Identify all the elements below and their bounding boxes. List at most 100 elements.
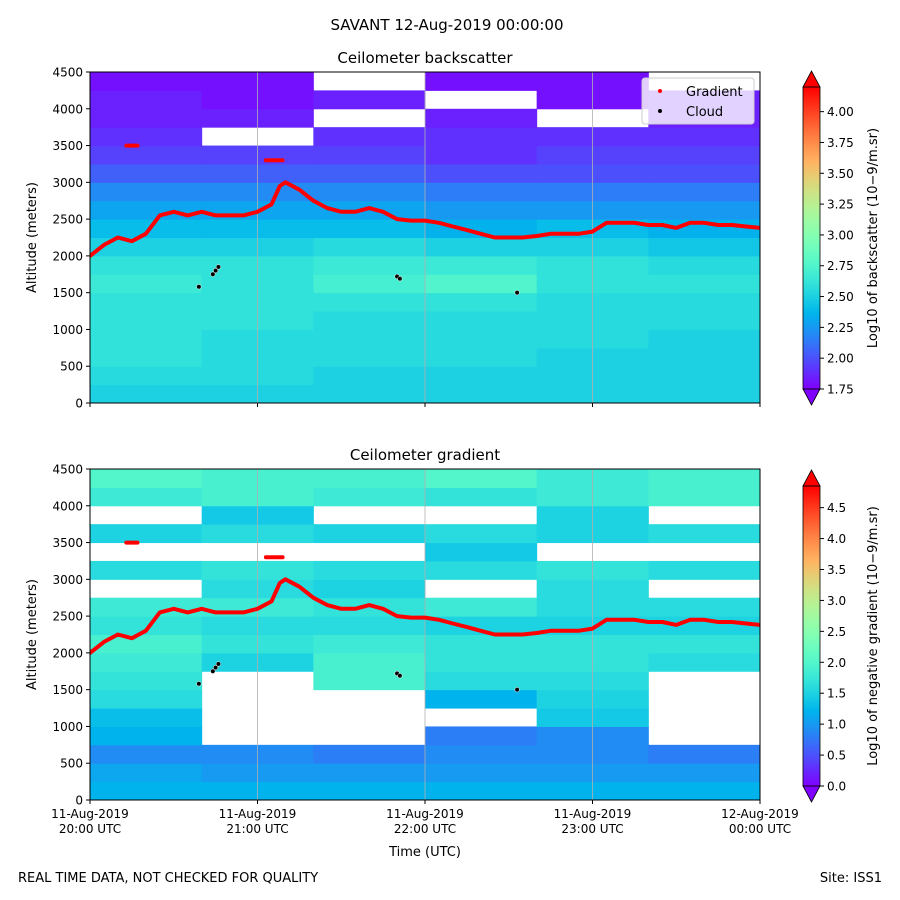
heatmap-cell — [90, 255, 203, 275]
heatmap-cell — [90, 347, 203, 367]
heatmap-cell — [313, 487, 426, 507]
colorbar-tick-label: 2.50 — [827, 290, 854, 304]
heatmap-cell — [648, 237, 761, 257]
heatmap-cell — [425, 384, 538, 404]
heatmap-cell — [90, 524, 203, 544]
heatmap-cell — [90, 366, 203, 386]
heatmap-cell — [648, 329, 761, 349]
heatmap-cell — [90, 560, 203, 580]
heatmap-cell — [90, 708, 203, 727]
heatmap-cell — [313, 127, 426, 147]
heatmap-cell — [425, 127, 538, 147]
colorbar-tick-label: 3.25 — [827, 198, 854, 212]
heatmap-cell — [425, 200, 538, 220]
heatmap-cell — [648, 634, 761, 654]
colorbar-tick-label: 3.75 — [827, 136, 854, 150]
heatmap-cell — [648, 781, 761, 801]
cloud-point — [514, 687, 520, 693]
heatmap-cell — [90, 182, 203, 202]
heatmap-cell — [425, 163, 538, 183]
heatmap-cell — [648, 366, 761, 386]
y-tick-label: 3500 — [52, 536, 83, 550]
heatmap-cell — [90, 763, 203, 783]
y-tick-label: 3000 — [52, 176, 83, 190]
colorbar-tick-label: 2.25 — [827, 321, 854, 335]
colorbar-tick-label: 3.50 — [827, 167, 854, 181]
cloud-point — [215, 264, 221, 270]
heatmap-cell — [425, 182, 538, 202]
axes-frame — [89, 468, 761, 801]
heatmap-cell — [425, 469, 538, 488]
heatmap-cell — [90, 200, 203, 220]
cloud-point — [196, 284, 202, 290]
heatmap-cell — [313, 347, 426, 367]
heatmap-cell — [648, 311, 761, 330]
y-tick-label: 2000 — [52, 249, 83, 263]
heatmap-cell — [648, 487, 761, 507]
heatmap-cell — [425, 763, 538, 783]
heatmap-cell — [90, 311, 203, 330]
heatmap-cell — [90, 671, 203, 691]
y-tick-label: 1000 — [52, 720, 83, 734]
colorbar-tick-label: 1.75 — [827, 383, 854, 397]
colorbar-tick-label: 3.00 — [827, 228, 854, 242]
heatmap-cell — [648, 384, 761, 404]
colorbar — [803, 87, 820, 389]
heatmap-cell — [90, 616, 203, 635]
heatmap-cell — [90, 237, 203, 257]
heatmap-cell — [90, 108, 203, 128]
colorbar-tick-label: 2.00 — [827, 352, 854, 366]
heatmap-cell — [90, 292, 203, 312]
x-tick-label: 12-Aug-2019 00:00 UTC — [721, 807, 799, 836]
heatmap-cell — [425, 72, 538, 91]
heatmap-cell — [648, 469, 761, 488]
x-tick-label: 11-Aug-2019 21:00 UTC — [219, 807, 297, 836]
axes-title: Ceilometer gradient — [350, 446, 500, 464]
heatmap-cell — [90, 634, 203, 654]
heatmap-cell — [313, 219, 426, 238]
heatmap-cell — [313, 274, 426, 294]
colorbar-tick-label: 0.5 — [827, 749, 846, 763]
heatmap-cell — [313, 182, 426, 202]
y-tick-label: 4000 — [52, 102, 83, 116]
heatmap-cell — [90, 469, 203, 488]
legend-marker — [658, 89, 662, 93]
colorbar-tick-label: 2.75 — [827, 259, 854, 273]
colorbar — [803, 486, 820, 786]
legend-box — [641, 77, 755, 125]
cloud-point — [213, 268, 219, 274]
colorbar-tick-label: 0.0 — [827, 780, 846, 794]
gradient-line — [90, 143, 760, 258]
y-tick-label: 2500 — [52, 213, 83, 227]
heatmap-cell — [648, 182, 761, 202]
heatmap-cell — [425, 237, 538, 257]
series-layer — [90, 540, 760, 693]
series-layer — [90, 143, 760, 296]
colorbar-tick-label: 4.00 — [827, 105, 854, 119]
y-tick-label: 1500 — [52, 286, 83, 300]
y-tick-label: 0 — [75, 794, 83, 808]
footer-right: Site: ISS1 — [820, 871, 882, 886]
heatmap-cell — [313, 469, 426, 488]
cloud-point — [215, 661, 221, 667]
heatmap-cell — [90, 219, 203, 238]
heatmap-cell — [425, 108, 538, 128]
heatmap-cell — [425, 560, 538, 580]
heatmap-cell — [425, 634, 538, 654]
heatmap-cell — [90, 127, 203, 147]
heatmap-cell — [648, 763, 761, 783]
heatmap-cell — [648, 524, 761, 544]
colorbar-tick-label: 2.0 — [827, 656, 846, 670]
heatmap-cell — [425, 597, 538, 617]
heatmap-cell — [90, 274, 203, 294]
y-axis-label: Altitude (meters) — [25, 182, 40, 293]
heatmap-cell — [90, 329, 203, 349]
colorbar-tick-label: 4.0 — [827, 532, 846, 546]
heatmap-cell — [313, 384, 426, 404]
heatmap-cell — [313, 616, 426, 635]
heatmap-cell — [313, 366, 426, 386]
heatmap-cell — [648, 200, 761, 220]
heatmap-cell — [425, 219, 538, 238]
heatmap-cell — [313, 524, 426, 544]
x-axis-label: Time (UTC) — [388, 845, 461, 860]
